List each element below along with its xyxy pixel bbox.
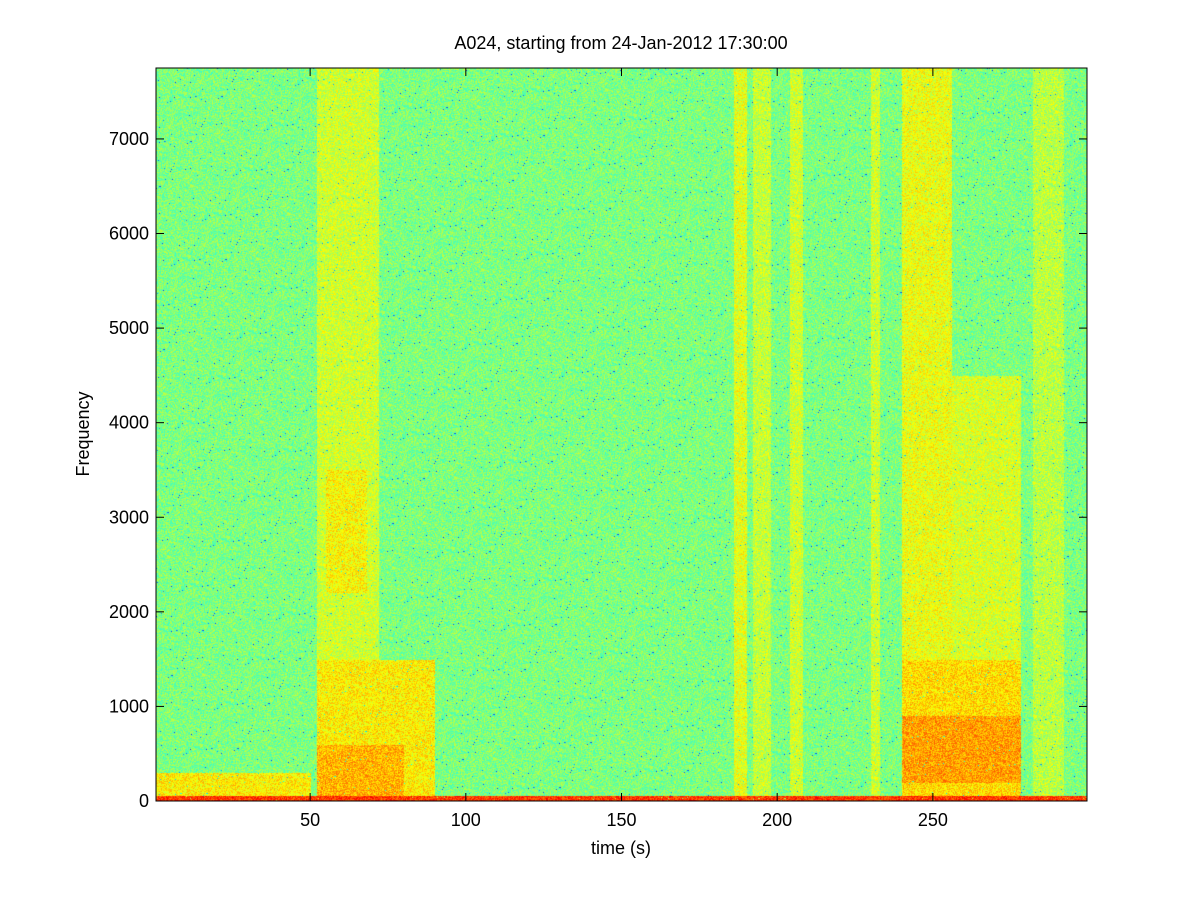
y-tick-label: 4000: [109, 413, 149, 433]
x-tick-label: 150: [606, 810, 636, 830]
plot-area: [155, 67, 1088, 802]
x-tick-label: 100: [451, 810, 481, 830]
heatmap-image: [156, 68, 1087, 801]
y-tick-label: 1000: [109, 696, 149, 716]
x-tick-label: 200: [762, 810, 792, 830]
y-tick-labels: 0 1000 2000 3000 4000 5000 6000 7000: [109, 129, 149, 811]
plot-frame: [155, 67, 1088, 802]
y-tick-label: 5000: [109, 318, 149, 338]
x-axis-label: time (s): [591, 838, 651, 858]
y-tick-label: 3000: [109, 507, 149, 527]
y-tick-label: 6000: [109, 224, 149, 244]
x-tick-label: 50: [300, 810, 320, 830]
x-tick-labels: 50 100 150 200 250: [300, 810, 948, 830]
spectrogram-canvas: [156, 68, 1087, 801]
x-tick-label: 250: [918, 810, 948, 830]
y-axis-label: Frequency: [73, 391, 93, 476]
chart-title: A024, starting from 24-Jan-2012 17:30:00: [454, 33, 787, 53]
y-tick-label: 0: [139, 791, 149, 811]
y-tick-label: 7000: [109, 129, 149, 149]
y-tick-label: 2000: [109, 602, 149, 622]
